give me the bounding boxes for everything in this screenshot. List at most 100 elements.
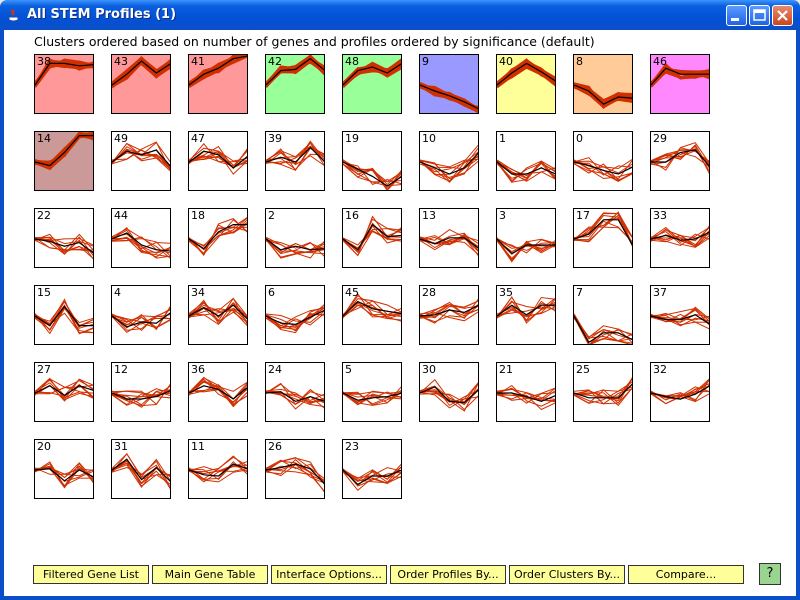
profile-box[interactable]: 43 bbox=[111, 54, 171, 114]
help-button[interactable]: ? bbox=[759, 563, 781, 585]
profile-id: 18 bbox=[191, 209, 205, 222]
profile-box[interactable]: 45 bbox=[342, 285, 402, 345]
profile-box[interactable]: 4 bbox=[111, 285, 171, 345]
profile-id: 23 bbox=[345, 440, 359, 453]
profile-box[interactable]: 3 bbox=[496, 208, 556, 268]
profile-box[interactable]: 10 bbox=[419, 131, 479, 191]
profile-box[interactable]: 19 bbox=[342, 131, 402, 191]
gene-line bbox=[420, 151, 478, 173]
gene-line bbox=[35, 378, 93, 399]
profile-box[interactable]: 31 bbox=[111, 439, 171, 499]
profile-box[interactable]: 46 bbox=[650, 54, 710, 114]
minimize-button[interactable] bbox=[726, 5, 747, 26]
profile-box[interactable]: 39 bbox=[265, 131, 325, 191]
profile-box[interactable]: 21 bbox=[496, 362, 556, 422]
profile-box[interactable]: 42 bbox=[265, 54, 325, 114]
gene-line bbox=[497, 160, 555, 182]
compare-button[interactable]: Compare... bbox=[628, 565, 744, 584]
profile-plot bbox=[574, 377, 632, 407]
profile-box[interactable]: 26 bbox=[265, 439, 325, 499]
gene-line bbox=[189, 384, 247, 400]
close-button[interactable] bbox=[772, 5, 793, 26]
profile-plot bbox=[189, 143, 247, 175]
profile-box[interactable]: 20 bbox=[34, 439, 94, 499]
profile-id: 48 bbox=[345, 55, 359, 68]
model-profile-line bbox=[189, 463, 247, 477]
profile-box[interactable]: 49 bbox=[111, 131, 171, 191]
profile-plot bbox=[266, 382, 324, 410]
order-clusters-by-button[interactable]: Order Clusters By... bbox=[509, 565, 625, 584]
profile-plot bbox=[343, 215, 401, 257]
profile-box[interactable]: 44 bbox=[111, 208, 171, 268]
maximize-button[interactable] bbox=[749, 5, 770, 26]
interface-options-button[interactable]: Interface Options... bbox=[271, 565, 387, 584]
main-gene-table-button[interactable]: Main Gene Table bbox=[152, 565, 268, 584]
profile-box[interactable]: 14 bbox=[34, 131, 94, 191]
gene-line bbox=[574, 220, 632, 243]
profile-box[interactable]: 47 bbox=[188, 131, 248, 191]
model-profile-line bbox=[497, 304, 555, 317]
profile-id: 30 bbox=[422, 363, 436, 376]
model-profile-line bbox=[112, 232, 170, 252]
profile-box[interactable]: 7 bbox=[573, 285, 633, 345]
profile-box[interactable]: 15 bbox=[34, 285, 94, 345]
gene-line bbox=[574, 211, 632, 240]
profile-box[interactable]: 1 bbox=[496, 131, 556, 191]
profile-box[interactable]: 28 bbox=[419, 285, 479, 345]
profile-box[interactable]: 23 bbox=[342, 439, 402, 499]
profile-box[interactable]: 33 bbox=[650, 208, 710, 268]
gene-line bbox=[497, 63, 555, 89]
profile-box[interactable]: 48 bbox=[342, 54, 402, 114]
profile-id: 39 bbox=[268, 132, 282, 145]
profile-box[interactable]: 40 bbox=[496, 54, 556, 114]
order-profiles-by-button[interactable]: Order Profiles By... bbox=[390, 565, 506, 584]
profile-plot bbox=[574, 313, 632, 344]
profile-box[interactable]: 27 bbox=[34, 362, 94, 422]
profile-box[interactable]: 22 bbox=[34, 208, 94, 268]
profile-box[interactable]: 2 bbox=[265, 208, 325, 268]
profile-box[interactable]: 34 bbox=[188, 285, 248, 345]
model-profile-line bbox=[35, 134, 93, 167]
gene-line bbox=[266, 456, 324, 479]
profile-box[interactable]: 30 bbox=[419, 362, 479, 422]
profile-box[interactable]: 12 bbox=[111, 362, 171, 422]
ordering-description: Clusters ordered based on number of gene… bbox=[34, 34, 595, 49]
gene-line bbox=[112, 316, 170, 334]
profile-box[interactable]: 18 bbox=[188, 208, 248, 268]
profile-box[interactable]: 25 bbox=[573, 362, 633, 422]
gene-line bbox=[112, 385, 170, 398]
profile-box[interactable]: 35 bbox=[496, 285, 556, 345]
profile-box[interactable]: 6 bbox=[265, 285, 325, 345]
profile-box[interactable]: 24 bbox=[265, 362, 325, 422]
profile-box[interactable]: 13 bbox=[419, 208, 479, 268]
profile-plot bbox=[266, 140, 324, 171]
profile-box[interactable]: 41 bbox=[188, 54, 248, 114]
filtered-gene-list-button[interactable]: Filtered Gene List bbox=[33, 565, 149, 584]
gene-line bbox=[343, 391, 401, 406]
gene-line bbox=[189, 382, 247, 400]
profile-box[interactable]: 0 bbox=[573, 131, 633, 191]
gene-line bbox=[420, 305, 478, 323]
title-bar[interactable]: All STEM Profiles (1) bbox=[0, 0, 800, 30]
profile-box[interactable]: 38 bbox=[34, 54, 94, 114]
model-profile-line bbox=[189, 150, 247, 169]
gene-line bbox=[420, 304, 478, 319]
profile-box[interactable]: 9 bbox=[419, 54, 479, 114]
gene-line bbox=[574, 387, 632, 405]
profile-box[interactable]: 11 bbox=[188, 439, 248, 499]
gene-line bbox=[343, 163, 401, 183]
profile-box[interactable]: 8 bbox=[573, 54, 633, 114]
profile-box[interactable]: 5 bbox=[342, 362, 402, 422]
profile-box[interactable]: 37 bbox=[650, 285, 710, 345]
gene-line bbox=[574, 163, 632, 181]
gene-line bbox=[266, 140, 324, 164]
gene-line bbox=[420, 385, 478, 407]
profile-box[interactable]: 17 bbox=[573, 208, 633, 268]
gene-line bbox=[574, 212, 632, 245]
profile-id: 25 bbox=[576, 363, 590, 376]
gene-line bbox=[266, 145, 324, 171]
profile-box[interactable]: 32 bbox=[650, 362, 710, 422]
profile-box[interactable]: 16 bbox=[342, 208, 402, 268]
profile-box[interactable]: 36 bbox=[188, 362, 248, 422]
profile-box[interactable]: 29 bbox=[650, 131, 710, 191]
